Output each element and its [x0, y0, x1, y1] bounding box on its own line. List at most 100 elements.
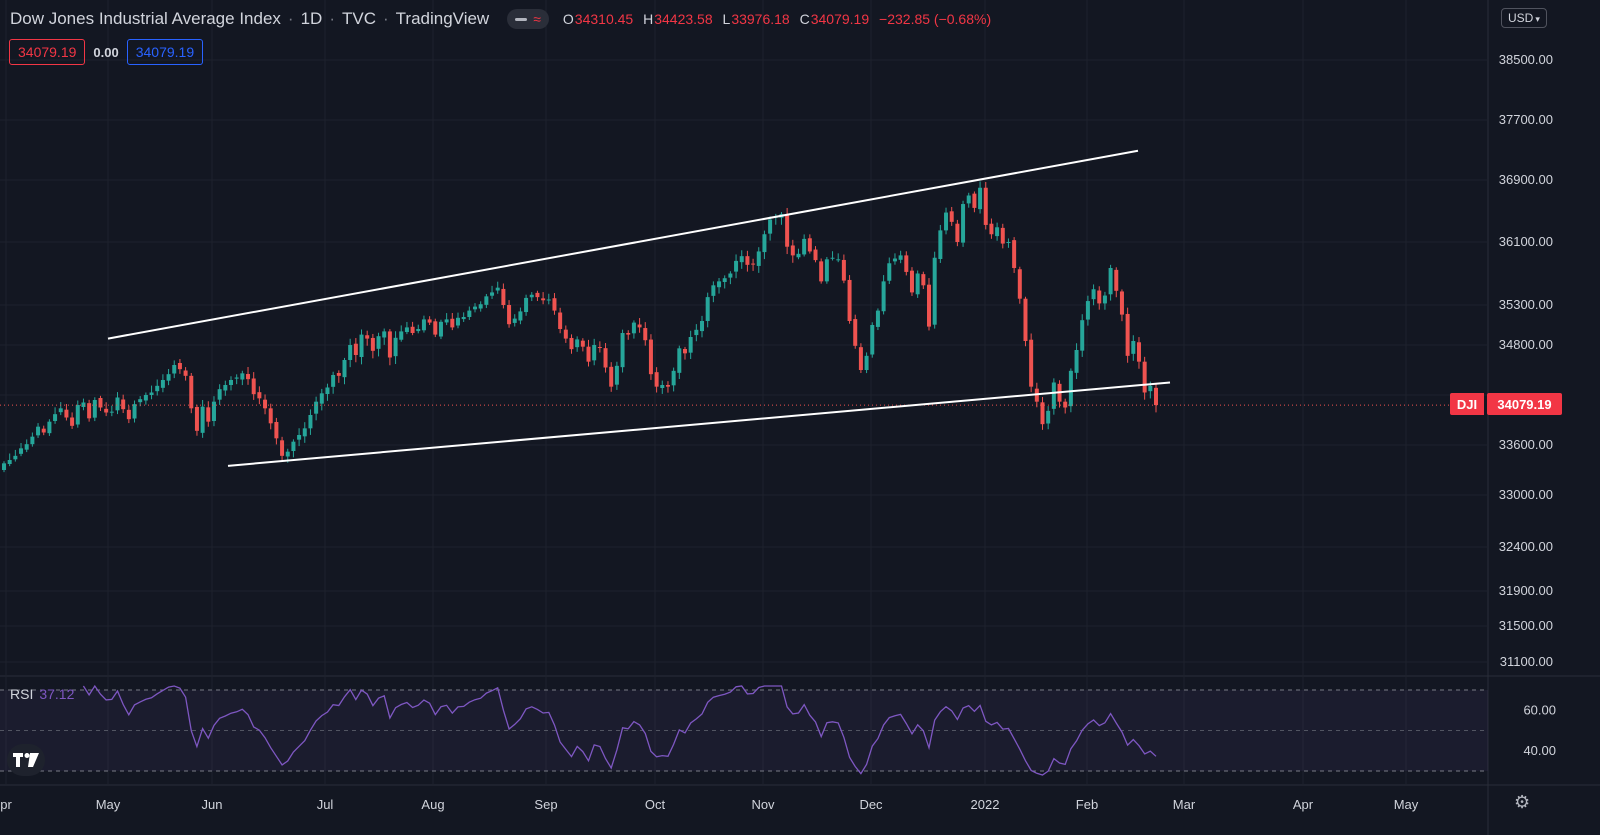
candle-body: [478, 304, 483, 309]
high-value: 34423.58: [654, 11, 713, 27]
candle-body: [541, 298, 546, 301]
candle-body: [597, 347, 602, 348]
candle-body: [648, 339, 653, 375]
candle-body: [1108, 267, 1113, 295]
candle-body: [115, 397, 120, 411]
candle-body: [552, 298, 557, 311]
candle-body: [359, 334, 364, 357]
price-axis: 38500.00 37700.00 36900.00 36100.00 35300.00…: [1499, 52, 1553, 669]
interval-label[interactable]: 1D: [300, 9, 323, 28]
chevron-down-icon: ▾: [1535, 14, 1540, 24]
candle-body: [75, 405, 80, 425]
symbol-title[interactable]: Dow Jones Industrial Average Index: [10, 9, 281, 28]
candle-body: [1012, 240, 1017, 268]
candle-body: [671, 370, 676, 386]
candle-body: [325, 387, 330, 394]
candle-body: [966, 195, 971, 204]
lower-trendline: [227, 381, 1171, 467]
candle-body: [1154, 387, 1158, 406]
candle-body: [592, 345, 597, 361]
time-tick-label: Jul: [317, 797, 334, 812]
candle-body: [444, 319, 449, 323]
candle-body: [904, 255, 909, 272]
candle-body: [677, 348, 682, 373]
candle-body: [206, 407, 211, 422]
time-tick-label: Dec: [859, 797, 883, 812]
last-price-tag: 34079.19: [1487, 393, 1562, 415]
candle-body: [898, 255, 903, 260]
ohlc-values: O34310.45 H34423.58 L33976.18 C34079.19 …: [562, 11, 992, 27]
candle-body: [609, 366, 614, 387]
market-status-toggle[interactable]: ≈: [507, 9, 549, 29]
currency-selector[interactable]: USD ▾: [1501, 8, 1547, 28]
candle-body: [365, 335, 370, 339]
candle-body: [24, 444, 29, 450]
candle-body: [1029, 339, 1034, 387]
candle-body: [314, 401, 319, 414]
candle-body: [546, 299, 551, 301]
candle-body: [870, 325, 875, 355]
candle-body: [853, 319, 858, 346]
candle-body: [836, 259, 841, 261]
candle-body: [87, 403, 92, 419]
candle-body: [535, 292, 540, 298]
candle-body: [47, 421, 52, 434]
candle-body: [620, 333, 625, 368]
price-tick-label: 36100.00: [1499, 234, 1553, 249]
candle-body: [302, 428, 307, 437]
candle-body: [166, 374, 171, 381]
time-tick-label: Oct: [645, 797, 666, 812]
time-tick-label: Mar: [1173, 797, 1196, 812]
candle-body: [223, 385, 228, 391]
candle-body: [495, 287, 500, 291]
candle-body: [455, 317, 460, 326]
candle-body: [36, 426, 41, 436]
candle-body: [336, 373, 341, 376]
candle-body: [217, 389, 222, 400]
candle-body: [92, 400, 97, 418]
sell-button[interactable]: 34079.19: [9, 39, 86, 65]
candle-body: [660, 385, 665, 388]
open-value: 34310.45: [574, 11, 634, 27]
rsi-title: RSI: [10, 686, 34, 702]
candle-body: [881, 281, 886, 312]
candle-body: [1119, 291, 1124, 315]
buy-button[interactable]: 34079.19: [126, 39, 204, 65]
candle-body: [126, 409, 131, 420]
candle-body: [921, 274, 926, 286]
time-tick-label: May: [96, 797, 121, 812]
candle-body: [955, 223, 960, 242]
gear-icon[interactable]: ⚙: [1514, 792, 1531, 812]
candle-body: [387, 331, 392, 358]
candle-body: [768, 219, 773, 234]
candle-body: [484, 296, 489, 305]
candle-body: [802, 238, 807, 255]
candle-body: [524, 297, 529, 313]
candle-body: [370, 337, 375, 351]
candle-body: [1074, 350, 1079, 373]
time-tick-label: pr: [0, 797, 12, 812]
currency-label: USD: [1508, 11, 1534, 25]
candle-body: [756, 251, 761, 266]
candle-body: [104, 408, 109, 413]
candle-body: [98, 398, 103, 408]
rsi-legend[interactable]: RSI 37.12: [10, 686, 74, 702]
candle-body: [58, 408, 63, 413]
candle-body: [501, 288, 506, 305]
candle-body: [932, 257, 937, 325]
candle-body: [109, 411, 114, 413]
candle-body: [177, 363, 182, 370]
price-tick-label: 33600.00: [1499, 437, 1553, 452]
candle-body: [274, 422, 279, 439]
candle-body: [7, 460, 12, 464]
candle-body: [143, 395, 148, 401]
source-label: TradingView: [395, 9, 490, 28]
tradingview-logo-icon[interactable]: [7, 744, 45, 776]
candle-body: [1097, 290, 1102, 304]
candle-body: [927, 284, 932, 327]
rsi-pane: 60.00 40.00: [0, 684, 1556, 776]
candle-body: [949, 211, 954, 222]
candle-body: [682, 349, 687, 354]
